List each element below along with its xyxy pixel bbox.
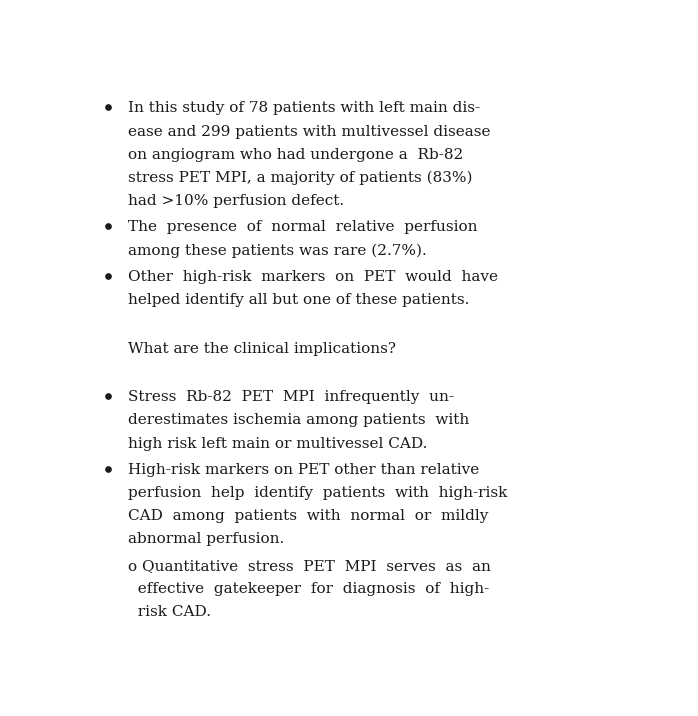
Text: had >10% perfusion defect.: had >10% perfusion defect. — [128, 194, 344, 208]
Text: risk CAD.: risk CAD. — [128, 605, 211, 619]
Text: high risk left main or multivessel CAD.: high risk left main or multivessel CAD. — [128, 437, 427, 450]
Text: Other  high-risk  markers  on  PET  would  have: Other high-risk markers on PET would hav… — [128, 270, 498, 284]
Text: perfusion  help  identify  patients  with  high-risk: perfusion help identify patients with hi… — [128, 486, 507, 500]
Text: o Quantitative  stress  PET  MPI  serves  as  an: o Quantitative stress PET MPI serves as … — [128, 559, 491, 573]
Text: effective  gatekeeper  for  diagnosis  of  high-: effective gatekeeper for diagnosis of hi… — [128, 582, 489, 596]
Text: derestimates ischemia among patients  with: derestimates ischemia among patients wit… — [128, 413, 469, 427]
Text: Stress  Rb-82  PET  MPI  infrequently  un-: Stress Rb-82 PET MPI infrequently un- — [128, 390, 454, 405]
Text: In this study of 78 patients with left main dis-: In this study of 78 patients with left m… — [128, 102, 480, 115]
Text: abnormal perfusion.: abnormal perfusion. — [128, 533, 284, 546]
Text: helped identify all but one of these patients.: helped identify all but one of these pat… — [128, 294, 469, 307]
Text: stress PET MPI, a majority of patients (83%): stress PET MPI, a majority of patients (… — [128, 171, 473, 185]
Text: CAD  among  patients  with  normal  or  mildly: CAD among patients with normal or mildly — [128, 509, 488, 523]
Text: What are the clinical implications?: What are the clinical implications? — [128, 342, 396, 356]
Text: on angiogram who had undergone a  Rb-82: on angiogram who had undergone a Rb-82 — [128, 147, 463, 162]
Text: among these patients was rare (2.7%).: among these patients was rare (2.7%). — [128, 243, 426, 258]
Text: The  presence  of  normal  relative  perfusion: The presence of normal relative perfusio… — [128, 221, 477, 234]
Text: ease and 299 patients with multivessel disease: ease and 299 patients with multivessel d… — [128, 125, 490, 138]
Text: High-risk markers on PET other than relative: High-risk markers on PET other than rela… — [128, 463, 479, 477]
